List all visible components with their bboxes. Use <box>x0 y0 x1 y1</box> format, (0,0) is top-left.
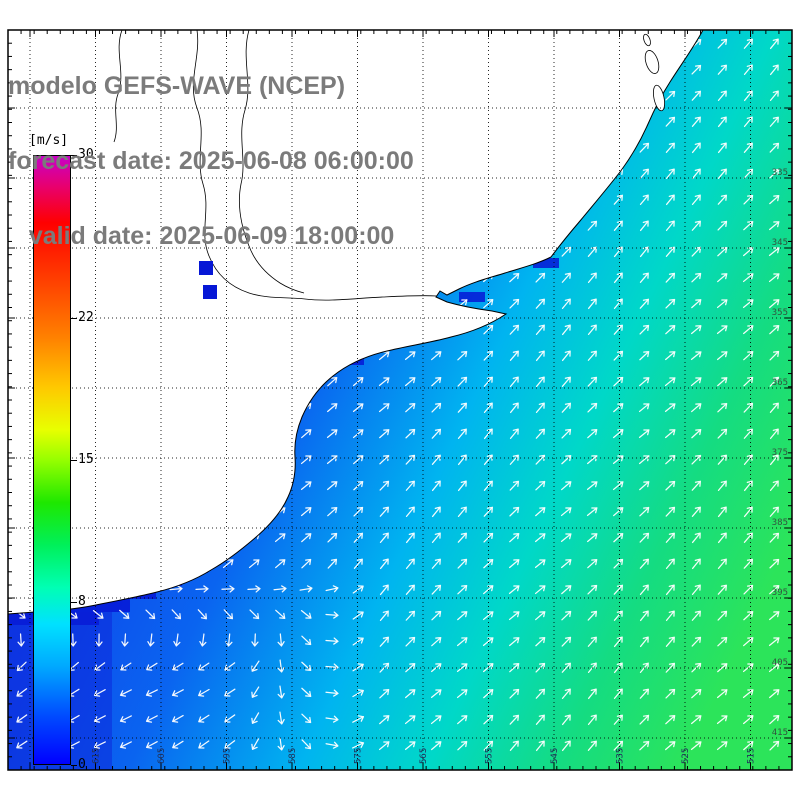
lon-tick-label: 525 <box>681 748 691 764</box>
lon-tick-label: 565 <box>419 748 429 764</box>
frame-ticks <box>7 29 793 771</box>
colorbar-tick <box>71 460 77 461</box>
colorbar-tick-label: 0 <box>78 757 86 772</box>
colorbar-gradient-bar <box>33 155 71 765</box>
lon-tick-label: 545 <box>550 748 560 764</box>
lon-tick-label: 585 <box>288 748 298 764</box>
lat-tick-label: 335 <box>772 168 788 178</box>
lon-tick-label: 595 <box>223 748 233 764</box>
map-inner <box>8 30 792 770</box>
lon-tick-label: 515 <box>747 748 757 764</box>
lat-tick-label: 345 <box>772 238 788 248</box>
colorbar-tick-label: 8 <box>78 594 86 610</box>
colorbar-tick-label: 22 <box>78 309 94 325</box>
lon-tick-label: 555 <box>485 748 495 764</box>
land-coastline <box>8 30 704 615</box>
colorbar-unit-label: [m/s] <box>29 133 69 148</box>
latlon-grid <box>8 30 792 770</box>
lon-tick-label: 535 <box>616 748 626 764</box>
forecast-date: forecast date: 2025-06-08 06:00:00 <box>8 147 414 175</box>
lat-tick-label: 405 <box>772 658 788 668</box>
inland-cells <box>199 261 217 299</box>
colorbar-tick <box>71 765 77 766</box>
colorbar-tick <box>71 155 77 156</box>
colorbar-tick-label: 15 <box>78 452 94 467</box>
lon-tick-label: 615 <box>92 748 102 764</box>
model-name: modelo GEFS-WAVE (NCEP) <box>8 72 346 100</box>
lat-tick-label: 385 <box>772 518 788 528</box>
colorbar-tick <box>71 317 77 319</box>
valid-date: valid date: 2025-06-09 18:00:00 <box>8 222 395 250</box>
lat-tick-label: 365 <box>772 378 788 388</box>
rivers <box>113 30 438 301</box>
colorbar-tick-label: 30 <box>78 147 94 162</box>
colorbar: [m/s] 30 22 15 8 0 <box>29 133 94 772</box>
colorbar-tick <box>71 602 77 604</box>
lat-tick-label: 375 <box>772 448 788 458</box>
lat-tick-label: 355 <box>772 308 788 318</box>
lat-tick-label: 415 <box>772 728 788 738</box>
lat-tick-label: 395 <box>772 588 788 598</box>
lagoons <box>643 33 665 112</box>
header-titles: modelo GEFS-WAVE (NCEP) forecast date: 2… <box>8 24 414 299</box>
lon-tick-label: 575 <box>354 748 364 764</box>
lon-tick-label: 605 <box>157 748 167 764</box>
